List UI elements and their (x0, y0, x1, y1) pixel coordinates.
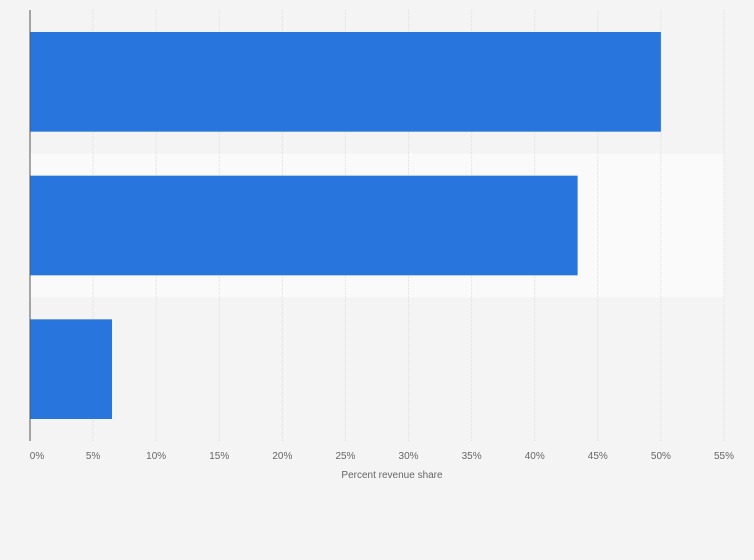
x-tick-label: 50% (651, 451, 671, 462)
bars (30, 32, 661, 419)
x-tick-label: 0% (30, 451, 45, 462)
x-tick-label: 25% (335, 451, 355, 462)
x-tick-label: 30% (399, 451, 419, 462)
x-tick-label: 20% (272, 451, 292, 462)
x-tick-label: 15% (209, 451, 229, 462)
bar (30, 32, 661, 132)
x-axis-title: Percent revenue share (341, 470, 443, 481)
x-tick-label: 5% (86, 451, 101, 462)
bar (30, 175, 578, 276)
x-tick-label: 10% (146, 451, 166, 462)
x-tick-labels: 0% 5% 10% 15% 20% 25% 30% 35% 40% 45% 50% 55% (30, 451, 734, 462)
x-tick-label: 55% (714, 451, 734, 462)
x-tick-label: 40% (525, 451, 545, 462)
x-tick-label: 45% (588, 451, 608, 462)
bar (30, 319, 113, 419)
x-tick-label: 35% (462, 451, 482, 462)
